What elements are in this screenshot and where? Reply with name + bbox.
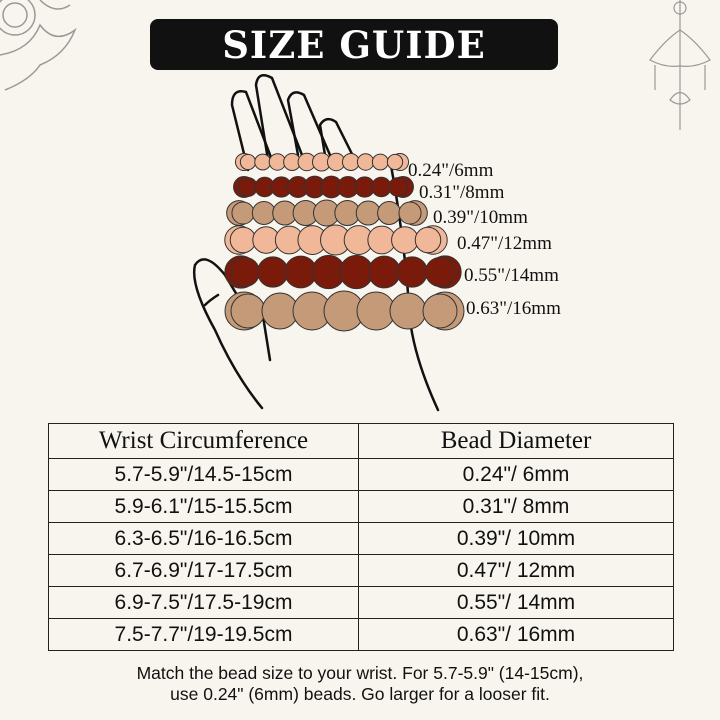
bead xyxy=(367,255,401,289)
bead-size-label: 0.55"/14mm xyxy=(464,265,559,286)
header-wrist: Wrist Circumference xyxy=(48,423,359,459)
wrist-cell: 5.9-6.1"/15-15.5cm xyxy=(48,490,359,523)
table-row: 6.3-6.5"/16-16.5cm 0.39"/ 10mm xyxy=(48,522,674,555)
bead xyxy=(377,200,402,226)
bead xyxy=(341,153,360,171)
table-row: 6.7-6.9"/17-17.5cm 0.47"/ 12mm xyxy=(48,554,674,587)
bead xyxy=(425,257,455,287)
bead xyxy=(391,226,419,254)
size-table: Wrist Circumference Bead Diameter 5.7-5.… xyxy=(48,423,674,651)
bead xyxy=(388,177,408,197)
bead xyxy=(386,153,404,171)
bead xyxy=(229,226,257,254)
lotus-corner-decoration xyxy=(0,0,77,91)
bead-cell: 0.31"/ 8mm xyxy=(358,490,674,523)
bead-bracelets xyxy=(224,152,465,332)
bead xyxy=(371,153,389,171)
bead-cell: 0.55"/ 14mm xyxy=(358,586,674,619)
bead xyxy=(251,200,276,226)
table-header-row: Wrist Circumference Bead Diameter xyxy=(48,423,674,459)
bead xyxy=(371,176,392,198)
bead-size-label: 0.39"/10mm xyxy=(433,207,528,228)
page-title: SIZE GUIDE xyxy=(150,19,558,70)
bead xyxy=(230,293,266,329)
bead xyxy=(356,291,396,331)
bead xyxy=(257,256,289,288)
wrist-cell: 7.5-7.7"/19-19.5cm xyxy=(48,618,359,651)
bead-size-label: 0.24"/6mm xyxy=(408,160,494,181)
bead xyxy=(239,153,257,171)
bead xyxy=(230,257,260,287)
fit-note-line: use 0.24" (6mm) beads. Go larger for a l… xyxy=(170,684,550,704)
bead xyxy=(414,226,442,254)
wrist-cell: 6.9-7.5"/17.5-19cm xyxy=(48,586,359,619)
fit-note: Match the bead size to your wrist. For 5… xyxy=(0,663,720,705)
wrist-cell: 6.3-6.5"/16-16.5cm xyxy=(48,522,359,555)
table-row: 5.7-5.9"/14.5-15cm 0.24"/ 6mm xyxy=(48,458,674,491)
wrist-cell: 6.7-6.9"/17-17.5cm xyxy=(48,554,359,587)
table-row: 5.9-6.1"/15-15.5cm 0.31"/ 8mm xyxy=(48,490,674,523)
bead xyxy=(396,256,428,288)
bead xyxy=(355,200,381,226)
bead xyxy=(356,153,375,171)
header-bead: Bead Diameter xyxy=(358,423,674,459)
bead-size-label: 0.47"/12mm xyxy=(457,233,552,254)
bead-cell: 0.63"/ 16mm xyxy=(358,618,674,651)
bead xyxy=(268,153,287,171)
bead xyxy=(231,201,255,225)
lotus-hanging-decoration xyxy=(649,0,711,130)
bead-cell: 0.39"/ 10mm xyxy=(358,522,674,555)
bead xyxy=(398,201,422,225)
wrist-cell: 5.7-5.9"/14.5-15cm xyxy=(48,458,359,491)
table-row: 7.5-7.7"/19-19.5cm 0.63"/ 16mm xyxy=(48,618,674,651)
bead-cell: 0.24"/ 6mm xyxy=(358,458,674,491)
bead xyxy=(389,292,427,330)
bead xyxy=(254,153,272,171)
bead-cell: 0.47"/ 12mm xyxy=(358,554,674,587)
bead-size-label: 0.63"/16mm xyxy=(466,298,561,319)
bead xyxy=(422,293,458,329)
table-row: 6.9-7.5"/17.5-19cm 0.55"/ 14mm xyxy=(48,586,674,619)
fit-note-line: Match the bead size to your wrist. For 5… xyxy=(136,663,584,683)
bead-size-label: 0.31"/8mm xyxy=(419,182,505,203)
